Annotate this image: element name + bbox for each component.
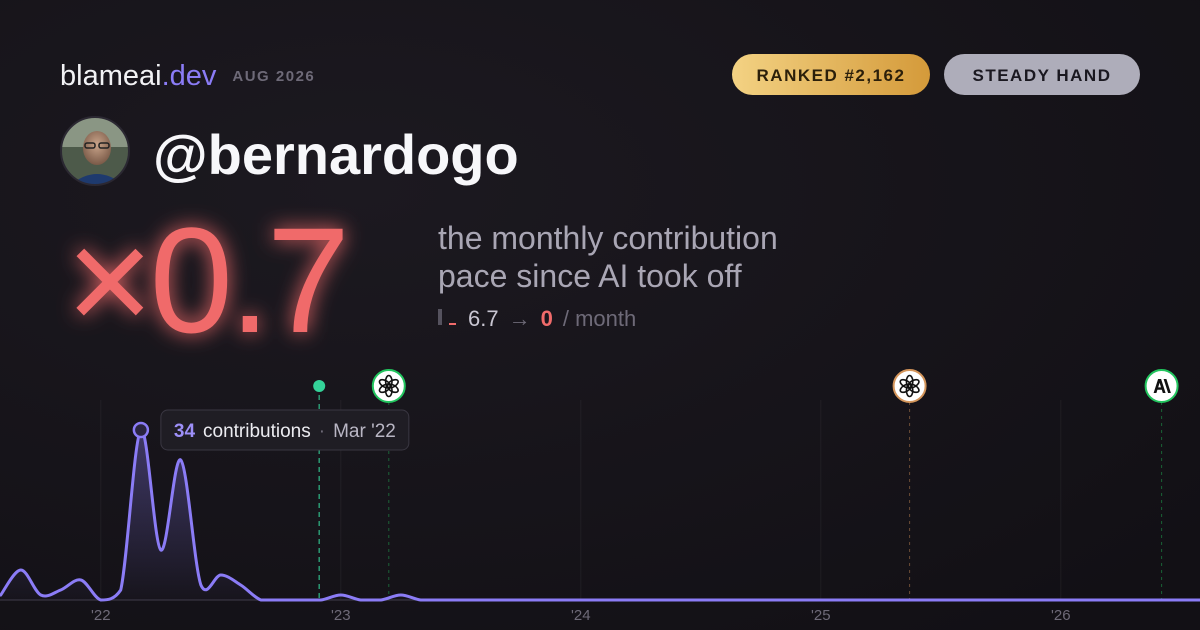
peak-marker (132, 421, 150, 439)
event-icon (892, 369, 927, 403)
pace-unit: / month (563, 306, 636, 331)
x-tick-label: '22 (91, 607, 111, 624)
line (0, 428, 1200, 602)
event-logo (378, 374, 399, 398)
period: AUG 2026 (232, 68, 315, 85)
rank-badge-text: RANKED #2,162 (757, 66, 906, 85)
brand-tld: .dev (162, 60, 217, 92)
chart: '22 '23 '24 '25 '26 34 contributions · Mar '22 (0, 369, 1200, 624)
rank-badge (732, 54, 930, 95)
tooltip-value: 34 (174, 421, 196, 442)
caption: pace since AI took off (438, 258, 742, 294)
x-tick-label: '24 (571, 607, 591, 624)
caption: the monthly contribution (438, 220, 778, 256)
event-dot (313, 380, 326, 392)
style-badge (944, 54, 1140, 95)
logo-petal (378, 378, 392, 389)
x-tick-label: '25 (811, 607, 831, 624)
style-badge-text: STEADY HAND (973, 66, 1112, 85)
pace-before: 6.7 (468, 306, 499, 331)
event-logo (1153, 379, 1171, 393)
pace-icon (438, 309, 442, 325)
tooltip-box (160, 409, 410, 451)
pace-arrow: → (509, 306, 531, 331)
logo-mark (1153, 379, 1171, 393)
event-icon (371, 369, 406, 403)
event-logo (899, 374, 920, 398)
x-tick-label: '26 (1051, 607, 1071, 624)
tooltip-month: Mar '22 (333, 421, 396, 442)
tooltip-sep: · (319, 421, 325, 442)
pace-after: 0 (541, 306, 553, 331)
multiplier: ×0.7 (66, 196, 346, 364)
handle: @bernardogo (153, 123, 519, 186)
logo-petal (899, 378, 912, 389)
brand: blameai (60, 60, 162, 92)
x-tick-label: '23 (331, 607, 351, 624)
tooltip-label: contributions (203, 421, 311, 442)
pace-icon (449, 323, 456, 325)
avatar (60, 116, 130, 186)
